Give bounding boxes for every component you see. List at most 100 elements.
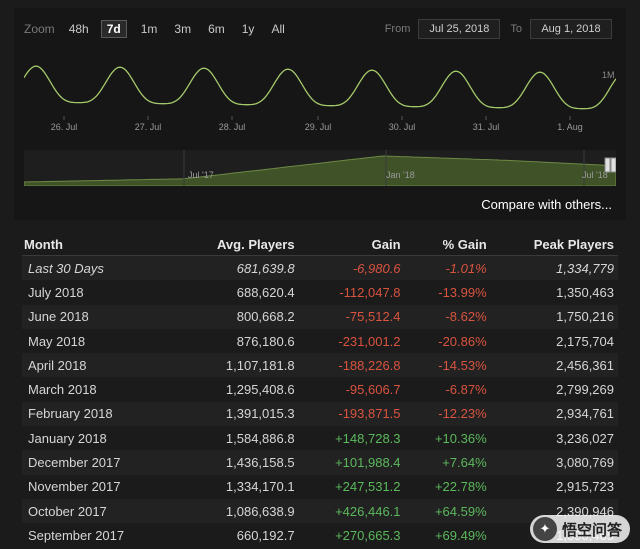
col-peak-players[interactable]: Peak Players [490, 233, 618, 256]
to-date-input[interactable]: Aug 1, 2018 [530, 19, 612, 39]
zoom-1m-button[interactable]: 1m [140, 22, 158, 36]
zoom-1y-button[interactable]: 1y [241, 22, 255, 36]
x-tick-label: 30. Jul [389, 122, 416, 132]
peak-players-cell: 2,175,704 [490, 328, 618, 354]
pct-gain-cell: -6.87% [404, 377, 491, 402]
table-row: July 2018 688,620.4 -112,047.8 -13.99% 1,350… [22, 280, 618, 305]
x-tick-label: 1. Aug [557, 122, 583, 132]
navigator-area [24, 155, 616, 186]
gain-cell: -188,226.8 [298, 353, 405, 378]
gain-cell: -6,980.6 [298, 255, 405, 281]
peak-players-cell: 2,915,723 [490, 474, 618, 499]
watermark: ✦ 悟空问答 [529, 515, 630, 543]
avg-players-cell: 688,620.4 [175, 280, 299, 305]
x-tick-label: 29. Jul [305, 122, 332, 132]
col-month[interactable]: Month [22, 233, 176, 256]
gain-cell: +101,988.4 [298, 450, 405, 475]
month-cell: January 2018 [22, 426, 176, 451]
navigator-tick-label: Jul '17 [188, 170, 214, 180]
zoom-6m-button[interactable]: 6m [208, 22, 225, 36]
table-row: December 2017 1,436,158.5 +101,988.4 +7.64%… [22, 450, 618, 475]
peak-players-cell: 2,456,361 [490, 353, 618, 378]
gain-cell: +270,665.3 [298, 523, 405, 548]
watermark-logo-icon: ✦ [532, 517, 557, 541]
month-cell: June 2018 [22, 304, 176, 329]
peak-players-cell: 1,750,216 [490, 304, 618, 329]
month-cell: December 2017 [22, 450, 176, 475]
pct-gain-cell: +7.64% [404, 450, 491, 475]
month-cell: February 2018 [22, 401, 176, 427]
col-avg-players[interactable]: Avg. Players [175, 233, 299, 256]
avg-players-cell: 660,192.7 [175, 523, 299, 548]
table-row: March 2018 1,295,408.6 -95,606.7 -6.87% 2,79… [22, 377, 618, 402]
avg-players-cell: 1,391,015.3 [175, 401, 299, 427]
avg-players-cell: 1,107,181.8 [175, 353, 299, 378]
pct-gain-cell: -14.53% [404, 353, 491, 378]
avg-players-cell: 1,584,886.8 [175, 426, 299, 451]
from-date-input[interactable]: Jul 25, 2018 [418, 19, 501, 39]
navigator-handle-right[interactable] [610, 157, 616, 173]
x-tick-label: 31. Jul [473, 122, 500, 132]
zoom-3m-button[interactable]: 3m [174, 22, 192, 36]
table-row: April 2018 1,107,181.8 -188,226.8 -14.53% 2,… [22, 353, 618, 378]
avg-players-cell: 1,334,170.1 [175, 474, 299, 499]
x-tick-label: 28. Jul [219, 122, 246, 132]
table-header-row: Month Avg. Players Gain % Gain Peak Play… [22, 233, 618, 256]
y-axis-label: 1M [602, 70, 615, 80]
pct-gain-cell: +22.78% [404, 474, 491, 499]
col-gain[interactable]: Gain [298, 233, 405, 256]
table-row: May 2018 876,180.6 -231,001.2 -20.86% 2,175,… [22, 328, 618, 354]
player-count-chart[interactable]: 1M 26. Jul 27. Jul 28. Jul 29. Jul 30. Jul 31… [24, 52, 616, 140]
month-cell: Last 30 Days [22, 255, 176, 281]
avg-players-cell: 1,295,408.6 [175, 377, 299, 402]
x-tick-label: 27. Jul [135, 122, 162, 132]
peak-players-cell: 1,334,779 [490, 255, 618, 281]
gain-cell: -112,047.8 [298, 280, 405, 305]
pct-gain-cell: +64.59% [404, 498, 491, 524]
avg-players-cell: 1,086,638.9 [175, 498, 299, 524]
peak-players-cell: 2,934,761 [490, 401, 618, 427]
pct-gain-cell: -1.01% [404, 255, 491, 281]
monthly-stats-table: Month Avg. Players Gain % Gain Peak Play… [22, 233, 618, 548]
pct-gain-cell: +69.49% [404, 523, 491, 548]
compare-with-others-link[interactable]: Compare with others... [481, 197, 612, 212]
gain-cell: +426,446.1 [298, 498, 405, 524]
pct-gain-cell: -12.23% [404, 401, 491, 427]
table-row: January 2018 1,584,886.8 +148,728.3 +10.36%… [22, 426, 618, 451]
gain-cell: -75,512.4 [298, 304, 405, 329]
to-label: To [510, 23, 522, 35]
zoom-7d-button[interactable]: 7d [100, 20, 127, 38]
table-row: Last 30 Days 681,639.8 -6,980.6 -1.01% 1,334… [22, 255, 618, 281]
month-cell: April 2018 [22, 353, 176, 378]
pct-gain-cell: +10.36% [404, 426, 491, 451]
month-cell: September 2017 [22, 523, 176, 548]
peak-players-cell: 3,236,027 [490, 426, 618, 451]
avg-players-cell: 876,180.6 [175, 328, 299, 354]
pct-gain-cell: -8.62% [404, 304, 491, 329]
table-row: November 2017 1,334,170.1 +247,531.2 +22.78… [22, 474, 618, 499]
table-row: February 2018 1,391,015.3 -193,871.5 -12.23… [22, 401, 618, 427]
peak-players-cell: 2,799,269 [490, 377, 618, 402]
zoom-all-button[interactable]: All [271, 22, 285, 36]
zoom-label: Zoom [24, 22, 55, 36]
month-cell: May 2018 [22, 328, 176, 354]
pct-gain-cell: -13.99% [404, 280, 491, 305]
navigator-tick-label: Jan '18 [386, 170, 415, 180]
zoom-toolbar: Zoom 48h 7d 1m 3m 6m 1y All [24, 18, 302, 40]
month-cell: November 2017 [22, 474, 176, 499]
avg-players-cell: 800,668.2 [175, 304, 299, 329]
navigator-chart[interactable]: Jul '17 Jan '18 Jul '18 [24, 150, 616, 186]
zoom-48h-button[interactable]: 48h [68, 22, 89, 36]
peak-players-cell: 3,080,769 [490, 450, 618, 475]
gain-cell: -95,606.7 [298, 377, 405, 402]
avg-players-cell: 1,436,158.5 [175, 450, 299, 475]
table-row: October 2017 1,086,638.9 +426,446.1 +64.59%… [22, 498, 618, 524]
gain-cell: +247,531.2 [298, 474, 405, 499]
table-row: June 2018 800,668.2 -75,512.4 -8.62% 1,750,2… [22, 304, 618, 329]
date-range: From Jul 25, 2018 To Aug 1, 2018 [375, 18, 612, 40]
peak-players-cell: 1,350,463 [490, 280, 618, 305]
navigator-handle-left[interactable] [604, 157, 611, 173]
col-pct-gain[interactable]: % Gain [404, 233, 491, 256]
gain-cell: +148,728.3 [298, 426, 405, 451]
gain-cell: -193,871.5 [298, 401, 405, 427]
